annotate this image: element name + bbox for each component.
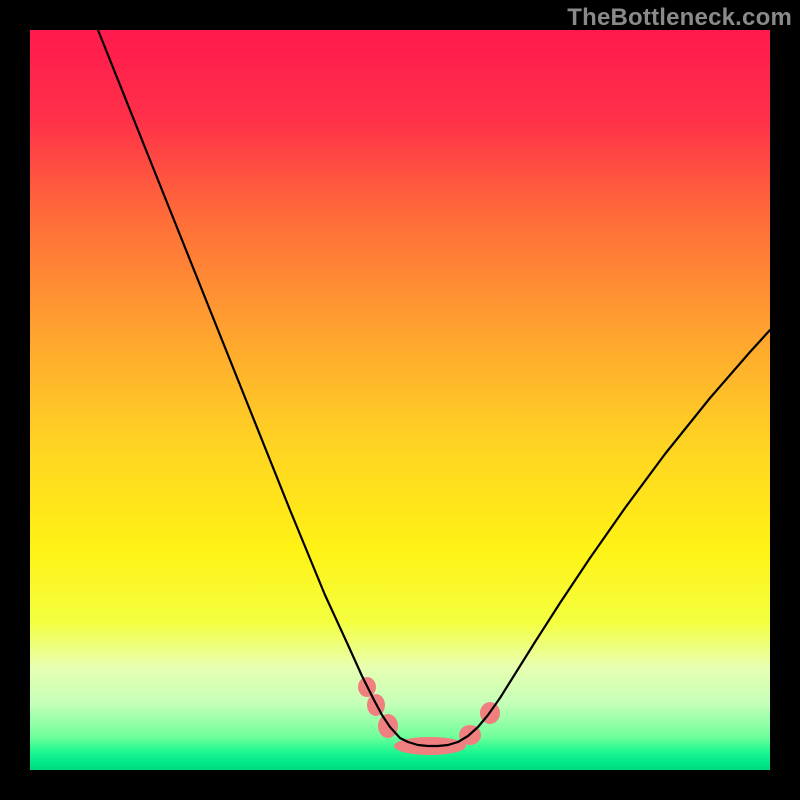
chart-frame: TheBottleneck.com (0, 0, 800, 800)
chart-svg (30, 30, 770, 770)
watermark-text: TheBottleneck.com (567, 4, 792, 32)
curve-marker (378, 714, 398, 738)
plot-area (30, 30, 770, 770)
chart-background (30, 30, 770, 770)
